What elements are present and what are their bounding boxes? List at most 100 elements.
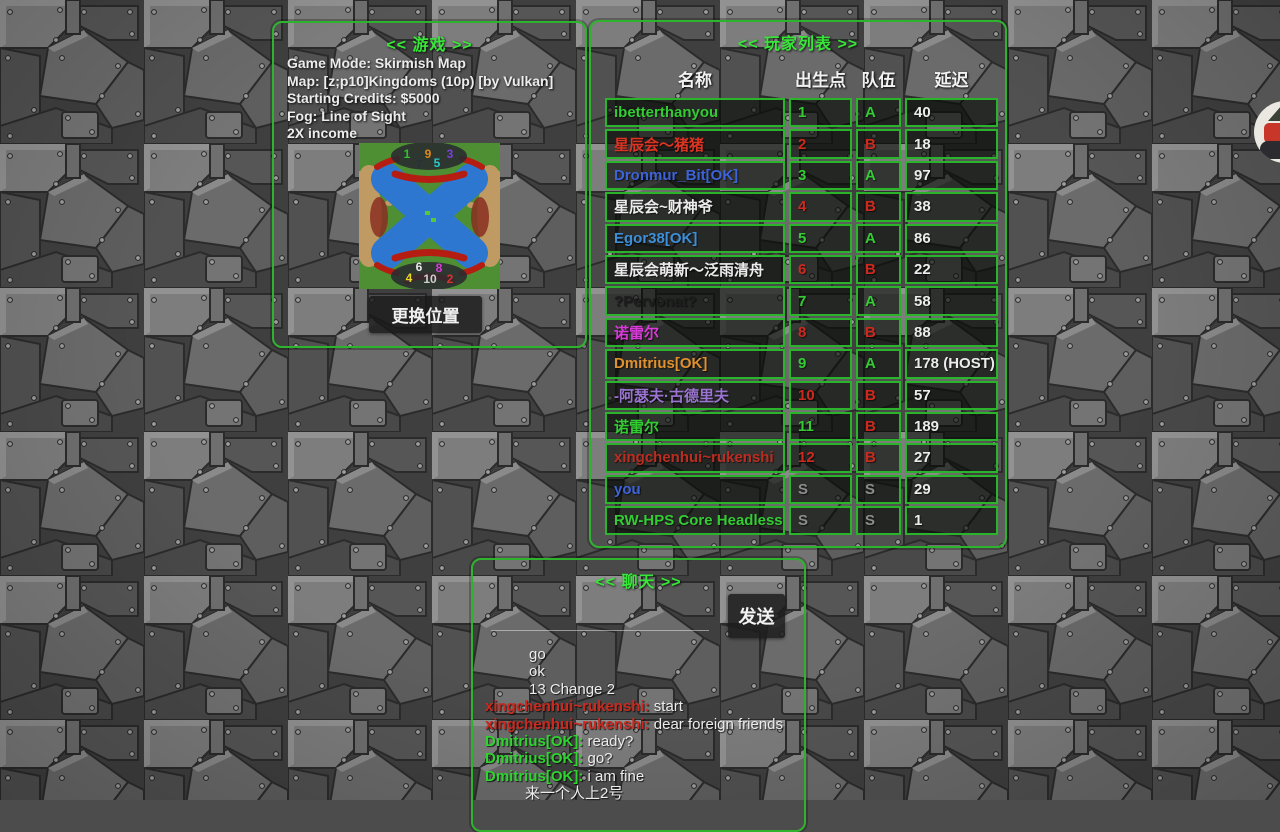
player-team-cell: S — [856, 506, 901, 536]
player-spawn-cell: S — [789, 474, 852, 505]
player-team-cell: B — [856, 254, 901, 285]
chat-sender-name: xingchenhui~rukenshi: — [485, 698, 654, 716]
player-ping-cell: 27 — [905, 443, 998, 473]
player-table-header: 名称 出生点 队伍 延迟 — [605, 66, 998, 91]
chat-message-text: ok — [529, 663, 545, 681]
player-team-cell: B — [856, 192, 901, 222]
spawn-point-number: 9 — [425, 147, 432, 161]
player-spawn-cell: 4 — [789, 192, 852, 222]
player-list-panel: << 玩家列表 >> 名称 出生点 队伍 延迟 ibetterthanyou 1 A… — [589, 20, 1007, 548]
spawn-point-number: 5 — [434, 156, 441, 170]
chat-message: 来一个人上2号 — [485, 785, 791, 802]
spawn-point-number: 7 — [416, 157, 423, 171]
spawn-point-number: 10 — [423, 272, 437, 286]
player-name-cell[interactable]: 诺雷尔 — [605, 317, 785, 348]
chat-sender-name: Dmitrius[OK]: — [485, 750, 588, 768]
player-name-cell[interactable]: xingchenhui~rukenshi — [605, 443, 785, 473]
player-team-cell: A — [856, 286, 901, 316]
change-position-button[interactable]: 更换位置 — [369, 296, 482, 333]
chat-message: 13 Change 2 — [485, 681, 791, 698]
column-header-team: 队伍 — [861, 71, 896, 90]
player-spawn-cell: 3 — [789, 160, 852, 191]
game-panel-title: << 游戏 >> — [386, 37, 473, 54]
player-spawn-cell: 11 — [789, 411, 852, 442]
game-mode-line: Game Mode: Skirmish Map — [287, 55, 466, 71]
chat-input[interactable] — [491, 604, 709, 631]
player-spawn-cell: 6 — [789, 254, 852, 285]
player-ping-cell: 88 — [905, 317, 998, 348]
chat-message-text: go? — [587, 750, 613, 768]
spawn-point-number: 1 — [404, 147, 411, 161]
chat-sender-name: xingchenhui~rukenshi: — [485, 715, 654, 733]
player-spawn-cell: 2 — [789, 129, 852, 159]
avatar-base-shape — [1260, 141, 1280, 159]
player-name-cell[interactable]: 星辰会萌新～泛雨清舟 — [605, 254, 785, 285]
player-ping-cell: 1 — [905, 506, 998, 536]
player-ping-cell: 40 — [905, 98, 998, 128]
player-name-cell[interactable]: ibetterthanyou — [605, 98, 785, 128]
send-button[interactable]: 发送 — [728, 594, 785, 638]
player-team-cell: A — [856, 349, 901, 379]
chat-message: Dmitrius[OK]: go? — [485, 750, 791, 767]
player-panel-title: << 玩家列表 >> — [737, 36, 859, 53]
chat-message: go — [485, 646, 791, 663]
chat-sender-name: Dmitrius[OK]: — [485, 733, 588, 751]
chat-message-text: ready? — [587, 733, 634, 751]
game-info-panel: << 游戏 >> Game Mode: Skirmish Map Map: [z… — [272, 21, 587, 348]
spawn-point-number: 4 — [406, 271, 413, 285]
player-name-cell[interactable]: you — [605, 474, 785, 505]
player-name-cell[interactable]: 诺雷尔 — [605, 411, 785, 442]
income-line: 2X income — [287, 125, 358, 141]
player-name-cell[interactable]: Egor38[OK] — [605, 223, 785, 253]
chat-message: Dmitrius[OK]: ready? — [485, 733, 791, 750]
spawn-point-number: 6 — [416, 260, 423, 274]
player-ping-cell: 18 — [905, 129, 998, 159]
chat-message: xingchenhui~rukenshi: dear foreign frien… — [485, 716, 791, 733]
player-ping-cell: 57 — [905, 380, 998, 410]
chat-message: Dmitrius[OK]: i am fine — [485, 768, 791, 785]
chat-message-text: 13 Change 2 — [529, 680, 615, 698]
game-settings-text: Game Mode: Skirmish Map Map: [z;p10]King… — [287, 55, 579, 143]
player-name-cell[interactable]: 星辰会~财神爷 — [605, 192, 785, 222]
player-spawn-cell: 9 — [789, 349, 852, 379]
chat-message: xingchenhui~rukenshi: start — [485, 698, 791, 715]
player-table: ibetterthanyou 1 A 40 星辰会～猪猪 2 B 18 Dronmur_Bit[… — [605, 98, 998, 536]
player-name-cell[interactable]: 星辰会～猪猪 — [605, 129, 785, 159]
minimap[interactable]: 1 9 3 7 5 6 8 4 10 2 — [359, 143, 500, 289]
player-spawn-cell: S — [789, 506, 852, 536]
column-header-ping: 延迟 — [934, 71, 969, 90]
spawn-point-number: 8 — [436, 261, 443, 275]
player-spawn-cell: 12 — [789, 443, 852, 473]
minimap-spawn-numbers: 1 9 3 7 5 6 8 4 10 2 — [404, 147, 454, 286]
fog-line: Fog: Line of Sight — [287, 107, 406, 124]
player-spawn-cell: 5 — [789, 223, 852, 253]
chat-message-text: i am fine — [587, 767, 645, 785]
player-name-cell[interactable]: Dmitrius[OK] — [605, 349, 785, 379]
spawn-point-number: 3 — [447, 147, 454, 161]
credits-line: Starting Credits: $5000 — [287, 90, 440, 106]
player-ping-cell: 86 — [905, 223, 998, 253]
player-name-cell[interactable]: RW-HPS Core Headless — [605, 506, 785, 536]
player-team-cell: S — [856, 474, 901, 505]
player-spawn-cell: 7 — [789, 286, 852, 316]
chat-message-text: go — [529, 646, 546, 663]
player-team-cell: B — [856, 380, 901, 410]
map-line: Map: [z;p10]Kingdoms (10p) [by Vulkan] — [287, 72, 554, 89]
player-ping-cell: 189 — [905, 411, 998, 442]
player-name-cell[interactable]: Dronmur_Bit[OK] — [605, 160, 785, 191]
player-team-cell: A — [856, 98, 901, 128]
player-ping-cell: 22 — [905, 254, 998, 285]
player-team-cell: B — [856, 443, 901, 473]
column-header-spawn: 出生点 — [795, 71, 846, 90]
player-name-cell[interactable]: ?Pervonat? — [605, 286, 785, 316]
player-name-cell[interactable]: -阿瑟夫·古德里夫 — [605, 380, 785, 410]
avatar-hat-shape — [1268, 105, 1280, 121]
chat-message-text: start — [653, 698, 683, 716]
player-team-cell: A — [856, 223, 901, 253]
player-spawn-cell: 1 — [789, 98, 852, 128]
player-ping-cell: 178 (HOST) — [905, 349, 998, 379]
player-team-cell: B — [856, 317, 901, 348]
player-ping-cell: 58 — [905, 286, 998, 316]
avatar-body-shape — [1264, 123, 1280, 143]
player-ping-cell: 38 — [905, 192, 998, 222]
